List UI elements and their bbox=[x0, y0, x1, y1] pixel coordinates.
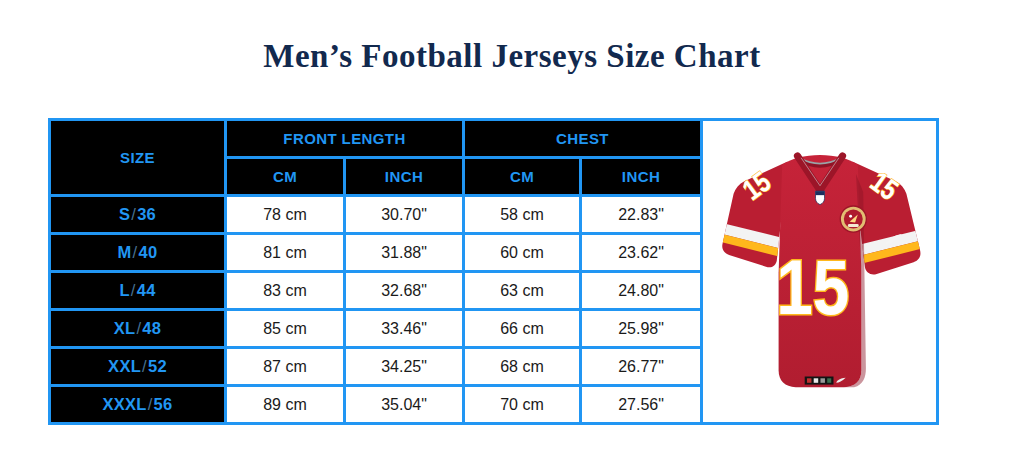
header-chest-cm: CM bbox=[464, 158, 581, 196]
size-cell: S/36 bbox=[50, 196, 226, 234]
chest-cm-value: 58 cm bbox=[464, 196, 581, 234]
front-length-inch-value: 33.46" bbox=[345, 310, 464, 348]
front-length-cm-value: 89 cm bbox=[226, 386, 345, 424]
header-size: SIZE bbox=[50, 120, 226, 196]
front-length-inch-value: 31.88" bbox=[345, 234, 464, 272]
header-row-groups: SIZE FRONT LENGTH CHEST bbox=[50, 120, 938, 158]
size-label: S bbox=[119, 205, 130, 223]
size-cell: XL/48 bbox=[50, 310, 226, 348]
chest-cm-value: 60 cm bbox=[464, 234, 581, 272]
front-length-cm-value: 81 cm bbox=[226, 234, 345, 272]
size-label: XL bbox=[114, 319, 136, 337]
size-number: 56 bbox=[154, 395, 173, 413]
team-patch-icon bbox=[840, 205, 866, 231]
size-chart: SIZE FRONT LENGTH CHEST bbox=[48, 118, 939, 425]
size-cell: XXL/52 bbox=[50, 348, 226, 386]
header-chest: CHEST bbox=[464, 120, 702, 158]
size-label: XXXL bbox=[102, 395, 146, 413]
chest-cm-value: 68 cm bbox=[464, 348, 581, 386]
front-length-inch-value: 30.70" bbox=[345, 196, 464, 234]
header-front-length: FRONT LENGTH bbox=[226, 120, 464, 158]
jersey-number-front: 15 bbox=[776, 244, 849, 330]
size-label: M bbox=[118, 243, 132, 261]
size-number: 44 bbox=[137, 281, 156, 299]
front-length-inch-value: 32.68" bbox=[345, 272, 464, 310]
size-separator: / bbox=[147, 395, 154, 413]
front-length-cm-value: 78 cm bbox=[226, 196, 345, 234]
chest-inch-value: 26.77" bbox=[581, 348, 702, 386]
chest-inch-value: 23.62" bbox=[581, 234, 702, 272]
size-label: XXL bbox=[108, 357, 141, 375]
size-number: 48 bbox=[142, 319, 161, 337]
chest-cm-value: 70 cm bbox=[464, 386, 581, 424]
size-number: 52 bbox=[148, 357, 167, 375]
size-table: SIZE FRONT LENGTH CHEST bbox=[48, 118, 939, 425]
front-length-cm-value: 85 cm bbox=[226, 310, 345, 348]
chest-cm-value: 63 cm bbox=[464, 272, 581, 310]
chest-cm-value: 66 cm bbox=[464, 310, 581, 348]
chest-inch-value: 25.98" bbox=[581, 310, 702, 348]
header-chest-inch: INCH bbox=[581, 158, 702, 196]
header-front-cm: CM bbox=[226, 158, 345, 196]
size-separator: / bbox=[141, 357, 148, 375]
size-cell: M/40 bbox=[50, 234, 226, 272]
football-jersey-image: 15 15 15 bbox=[712, 138, 928, 408]
nfl-shield-icon bbox=[815, 191, 824, 205]
size-cell: L/44 bbox=[50, 272, 226, 310]
chest-inch-value: 27.56" bbox=[581, 386, 702, 424]
size-number: 40 bbox=[138, 243, 157, 261]
header-front-inch: INCH bbox=[345, 158, 464, 196]
size-number: 36 bbox=[137, 205, 156, 223]
chest-inch-value: 24.80" bbox=[581, 272, 702, 310]
page-title: Men’s Football Jerseys Size Chart bbox=[0, 38, 1024, 75]
size-label: L bbox=[119, 281, 129, 299]
front-length-inch-value: 35.04" bbox=[345, 386, 464, 424]
chest-inch-value: 22.83" bbox=[581, 196, 702, 234]
front-length-inch-value: 34.25" bbox=[345, 348, 464, 386]
jersey-panel: 15 15 15 bbox=[702, 120, 938, 424]
front-length-cm-value: 83 cm bbox=[226, 272, 345, 310]
size-separator: / bbox=[130, 281, 137, 299]
size-cell: XXXL/56 bbox=[50, 386, 226, 424]
front-length-cm-value: 87 cm bbox=[226, 348, 345, 386]
